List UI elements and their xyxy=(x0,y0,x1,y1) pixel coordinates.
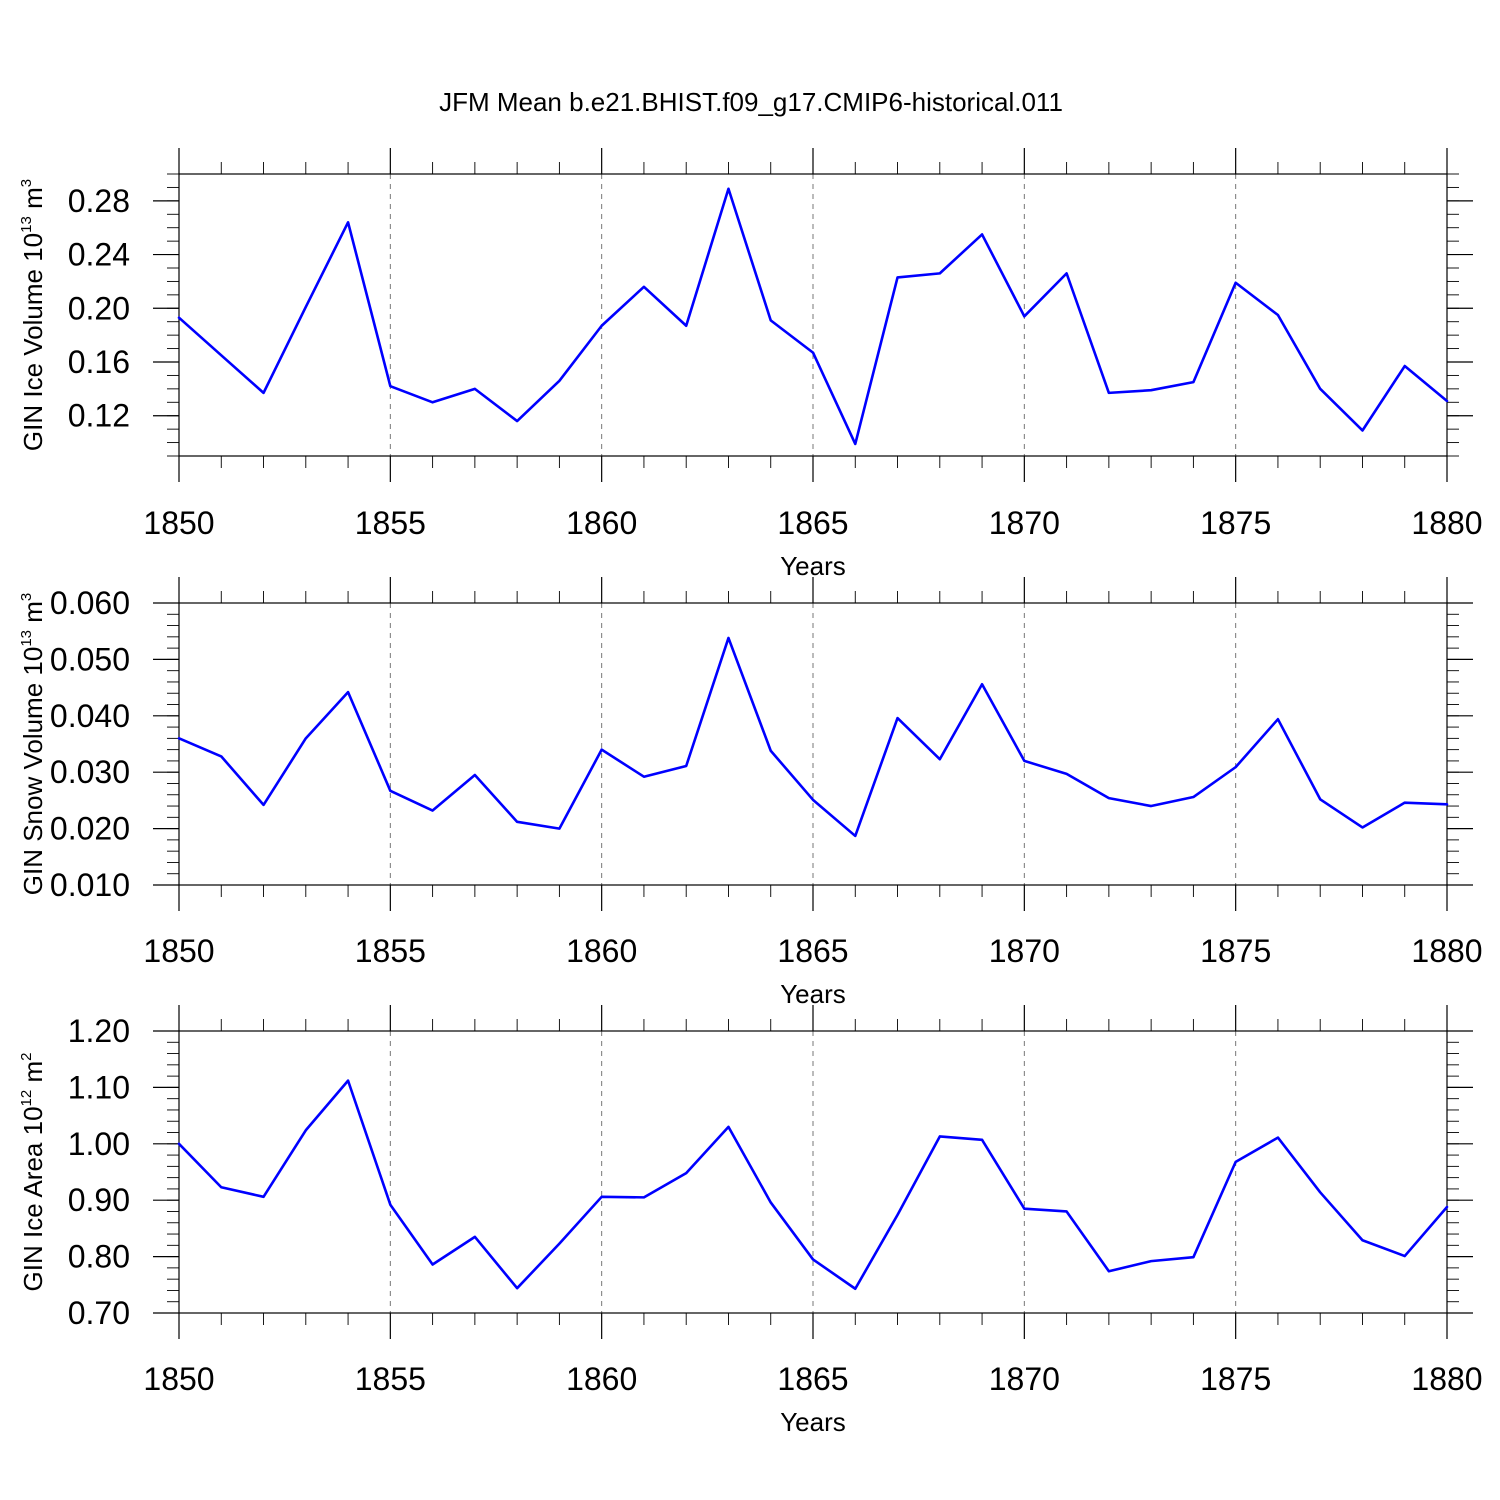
x-tick-label: 1850 xyxy=(143,933,214,969)
x-tick-label: 1860 xyxy=(566,933,637,969)
y-tick-label: 0.24 xyxy=(68,237,130,273)
y-tick-label: 0.030 xyxy=(50,754,130,790)
y-tick-label: 1.20 xyxy=(68,1013,130,1049)
x-tick-label: 1880 xyxy=(1411,933,1482,969)
x-tick-label: 1875 xyxy=(1200,933,1271,969)
x-tick-label: 1870 xyxy=(989,933,1060,969)
y-tick-label: 0.020 xyxy=(50,811,130,847)
figure-title: JFM Mean b.e21.BHIST.f09_g17.CMIP6-histo… xyxy=(439,87,1063,117)
x-tick-label: 1880 xyxy=(1411,505,1482,541)
x-tick-label: 1860 xyxy=(566,505,637,541)
panel-snow-volume: 1850 1855 1860 1865 1870 1875 1880 0.010 0.020 0.… xyxy=(18,577,1483,1009)
y-axis-label: GIN Ice Area 1012 m2 xyxy=(18,1053,48,1292)
x-tick-label: 1875 xyxy=(1200,505,1271,541)
y-tick-label: 0.28 xyxy=(68,183,130,219)
y-tick-label: 0.20 xyxy=(68,290,130,326)
y-tick-label: 0.060 xyxy=(50,585,130,621)
x-axis-label: Years xyxy=(780,979,846,1009)
y-axis-label: GIN Ice Volume 1013 m3 xyxy=(18,179,48,451)
y-tick-label: 0.90 xyxy=(68,1182,130,1218)
x-tick-label: 1860 xyxy=(566,1361,637,1397)
x-tick-label: 1870 xyxy=(989,1361,1060,1397)
x-tick-label: 1855 xyxy=(355,505,426,541)
x-tick-label: 1880 xyxy=(1411,1361,1482,1397)
x-tick-label: 1865 xyxy=(777,933,848,969)
x-axis-label: Years xyxy=(780,551,846,581)
x-tick-label: 1875 xyxy=(1200,1361,1271,1397)
panel-ice-area: 1850 1855 1860 1865 1870 1875 1880 0.70 0.80 0.90… xyxy=(18,1005,1483,1437)
x-tick-label: 1850 xyxy=(143,505,214,541)
x-axis-label: Years xyxy=(780,1407,846,1437)
y-tick-label: 0.70 xyxy=(68,1295,130,1331)
y-tick-label: 0.040 xyxy=(50,698,130,734)
x-tick-label: 1850 xyxy=(143,1361,214,1397)
y-tick-label: 1.00 xyxy=(68,1126,130,1162)
panel-ice-volume: 1850 1855 1860 1865 1870 1875 1880 0.12 0.16 0.20… xyxy=(18,148,1483,581)
x-tick-label: 1855 xyxy=(355,1361,426,1397)
series-line xyxy=(177,187,1449,446)
y-tick-label: 0.050 xyxy=(50,641,130,677)
y-axis-label: GIN Snow Volume 1013 m3 xyxy=(18,593,48,896)
series-line xyxy=(177,636,1449,838)
y-tick-label: 0.16 xyxy=(68,344,130,380)
y-tick-label: 0.80 xyxy=(68,1239,130,1275)
y-tick-label: 1.10 xyxy=(68,1069,130,1105)
series-line xyxy=(177,1079,1449,1291)
x-tick-label: 1865 xyxy=(777,505,848,541)
y-tick-label: 0.12 xyxy=(68,398,130,434)
y-tick-label: 0.010 xyxy=(50,867,130,903)
x-tick-label: 1865 xyxy=(777,1361,848,1397)
x-tick-label: 1870 xyxy=(989,505,1060,541)
x-tick-label: 1855 xyxy=(355,933,426,969)
